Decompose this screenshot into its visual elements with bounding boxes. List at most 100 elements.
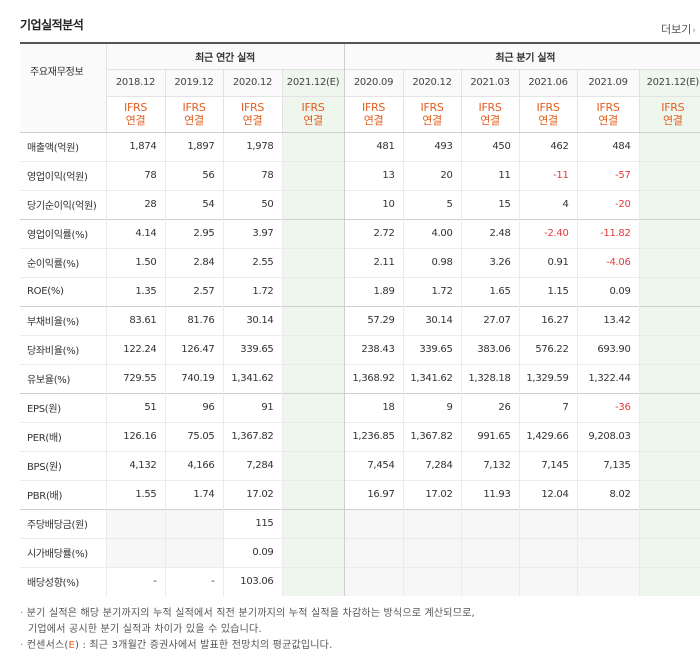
value-cell: 3.97 xyxy=(222,218,282,248)
value-cell: - xyxy=(105,566,165,596)
value-cell xyxy=(281,450,345,480)
value-cell: 7,132 xyxy=(460,450,520,480)
accounting-standard: IFRS 연결 xyxy=(105,95,165,133)
value-cell: 11.93 xyxy=(460,479,520,509)
value-cell: 7,145 xyxy=(518,450,578,480)
value-cell: 30.14 xyxy=(402,305,462,335)
value-cell xyxy=(638,276,700,306)
value-cell xyxy=(638,334,700,364)
value-cell xyxy=(638,218,700,248)
value-cell: 8.02 xyxy=(576,479,640,509)
value-cell: 2.48 xyxy=(460,218,520,248)
corner-filler xyxy=(20,96,106,133)
value-cell: 1,897 xyxy=(164,131,223,161)
value-cell xyxy=(638,160,700,190)
value-cell: 20 xyxy=(402,160,462,190)
value-cell: 481 xyxy=(343,131,404,161)
period-header: 2020.12 xyxy=(222,68,282,96)
value-cell: 576.22 xyxy=(518,334,578,364)
value-cell xyxy=(638,363,700,393)
table-row: 순이익률(%) 1.50 2.84 2.55 2.11 0.98 3.26 0.91 -4.06 xyxy=(20,247,700,277)
value-cell: 18 xyxy=(343,392,404,422)
row-label: 당좌비율(%) xyxy=(20,334,106,364)
period-header: 2020.12 xyxy=(402,68,462,96)
value-cell: 2.95 xyxy=(164,218,223,248)
value-cell: 78 xyxy=(105,160,165,190)
standard-ifrs: IFRS xyxy=(241,101,264,114)
value-cell xyxy=(164,537,223,567)
value-cell: 1,874 xyxy=(105,131,165,161)
standard-ifrs: IFRS xyxy=(478,101,502,114)
value-cell: 4.14 xyxy=(105,218,165,248)
standard-consolidated: 연결 xyxy=(363,114,384,127)
period-header: 2019.12 xyxy=(164,68,223,96)
value-cell: 30.14 xyxy=(222,305,282,335)
value-cell: 0.09 xyxy=(576,276,640,306)
value-cell xyxy=(576,566,640,596)
value-cell: 75.05 xyxy=(164,421,223,451)
value-cell: 17.02 xyxy=(402,479,462,509)
value-cell: 81.76 xyxy=(164,305,223,335)
value-cell xyxy=(638,305,700,335)
table-row: 시가배당률(%) 0.09 xyxy=(20,537,700,567)
value-cell xyxy=(281,247,345,277)
table-row: 주당배당금(원) 115 xyxy=(20,508,700,538)
more-link[interactable]: 더보기› xyxy=(661,21,696,37)
value-cell xyxy=(281,421,345,451)
value-cell: 11 xyxy=(460,160,520,190)
value-cell: 7,135 xyxy=(576,450,640,480)
value-cell: 26 xyxy=(460,392,520,422)
value-cell xyxy=(518,508,578,538)
period-header: 2021.12(E) xyxy=(638,68,700,96)
value-cell: 493 xyxy=(402,131,462,161)
value-cell: 51 xyxy=(105,392,165,422)
footnote-1: · 분기 실적은 해당 분기까지의 누적 실적에서 직전 분기까지의 누적 실적… xyxy=(20,608,475,619)
accounting-standard: IFRS 연결 xyxy=(281,95,345,133)
value-cell xyxy=(281,305,345,335)
accounting-standard: IFRS 연결 xyxy=(222,95,282,133)
value-cell xyxy=(402,566,462,596)
table-row: 배당성향(%) - -103.06 xyxy=(20,566,700,596)
chevron-right-icon: › xyxy=(692,26,696,36)
more-link-label: 더보기 xyxy=(661,23,692,36)
row-label: 유보율(%) xyxy=(20,363,106,393)
value-cell: 126.47 xyxy=(164,334,223,364)
value-cell: 7,284 xyxy=(402,450,462,480)
row-label: PER(배) xyxy=(20,421,106,451)
row-label: BPS(원) xyxy=(20,450,106,480)
value-cell xyxy=(105,537,165,567)
standard-consolidated: 연결 xyxy=(422,114,442,127)
value-cell: 50 xyxy=(222,189,282,219)
table-row: 영업이익률(%) 4.14 2.95 3.97 2.72 4.00 2.48 -2.40 -11… xyxy=(20,218,700,248)
value-cell: 1.55 xyxy=(105,479,165,509)
value-cell: 54 xyxy=(164,189,223,219)
footnote-2: · 컨센서스(E) : 최근 3개월간 증권사에서 발표한 전망치의 평균값입니… xyxy=(20,640,333,651)
table-row: 당좌비율(%) 122.24 126.47 339.65 238.43 339.65 383… xyxy=(20,334,700,364)
value-cell xyxy=(402,537,462,567)
row-label: 주당배당금(원) xyxy=(20,508,106,538)
value-cell: 9,208.03 xyxy=(576,421,640,451)
accounting-standard: IFRS 연결 xyxy=(402,95,462,133)
value-cell: 1.50 xyxy=(105,247,165,277)
value-cell: 27.07 xyxy=(460,305,520,335)
value-cell: 1,367.82 xyxy=(222,421,282,451)
value-cell: 16.27 xyxy=(518,305,578,335)
period-header: 2021.06 xyxy=(518,68,578,96)
period-header: 2021.12(E) xyxy=(281,68,345,96)
value-cell: 693.90 xyxy=(576,334,640,364)
value-cell: 1,236.85 xyxy=(343,421,404,451)
value-cell xyxy=(281,537,345,567)
value-cell: 740.19 xyxy=(164,363,223,393)
period-header: 2021.03 xyxy=(460,68,520,96)
footnotes: · 분기 실적은 해당 분기까지의 누적 실적에서 직전 분기까지의 누적 실적… xyxy=(20,606,475,654)
accounting-standard: IFRS 연결 xyxy=(576,95,640,133)
value-cell: -4.06 xyxy=(576,247,640,277)
value-cell xyxy=(576,537,640,567)
value-cell: 1,978 xyxy=(222,131,282,161)
standard-consolidated: 연결 xyxy=(538,114,558,127)
value-cell: -57 xyxy=(576,160,640,190)
financial-table: 주요재무정보 최근 연간 실적 최근 분기 실적 2018.12 2019.12 2… xyxy=(20,42,700,596)
value-cell: 1,329.59 xyxy=(518,363,578,393)
value-cell xyxy=(638,479,700,509)
value-cell xyxy=(281,363,345,393)
